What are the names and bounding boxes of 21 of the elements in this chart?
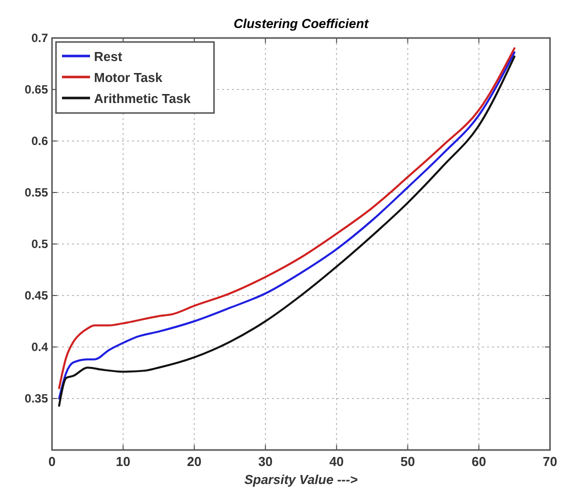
x-tick-label: 0 xyxy=(48,454,56,469)
y-tick-label: 0.55 xyxy=(24,186,48,200)
x-tick-label: 50 xyxy=(400,454,415,469)
x-tick-label: 30 xyxy=(258,454,273,469)
y-tick-label: 0.4 xyxy=(31,340,48,354)
x-tick-label: 40 xyxy=(329,454,344,469)
legend-label: Motor Task xyxy=(94,70,164,85)
x-tick-label: 20 xyxy=(187,454,202,469)
legend-label: Arithmetic Task xyxy=(94,91,192,106)
legend-label: Rest xyxy=(94,49,123,64)
x-tick-label: 70 xyxy=(542,454,558,469)
y-tick-label: 0.7 xyxy=(31,31,48,45)
x-axis-title: Sparsity Value ---> xyxy=(244,472,358,487)
chart-title: Clustering Coefficient xyxy=(234,16,370,31)
y-tick-label: 0.35 xyxy=(24,392,48,406)
x-tick-label: 60 xyxy=(472,454,486,469)
y-tick-label: 0.65 xyxy=(24,82,48,96)
y-tick-label: 0.45 xyxy=(24,288,48,302)
y-tick-label: 0.6 xyxy=(31,134,48,148)
x-tick-label: 10 xyxy=(116,454,130,469)
y-tick-label: 0.5 xyxy=(31,237,48,251)
